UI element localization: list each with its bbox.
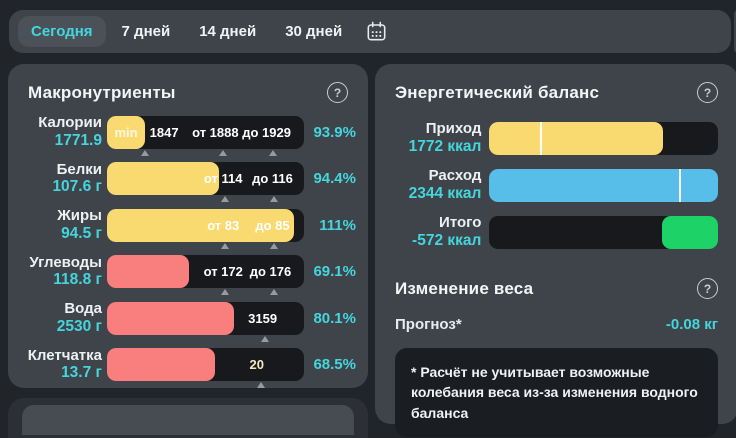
forecast-value: -0.08 кг xyxy=(665,316,718,333)
bar-marker: 1847 xyxy=(149,124,179,140)
next-panel-cutoff xyxy=(8,398,368,438)
macro-row-water: Вода 2530 г 3159 80.1% xyxy=(8,295,368,342)
marker-triangle-icon xyxy=(219,149,228,156)
bar-fill xyxy=(489,169,718,202)
macro-row-carbs: Углеводы 118.8 г от 172 до 176 69.1% xyxy=(8,249,368,296)
macro-label: Белки xyxy=(56,160,102,178)
energy-label: Приход xyxy=(425,120,482,138)
bar-fill: min xyxy=(107,115,146,149)
energy-balance-title: Энергетический баланс xyxy=(395,82,600,102)
macro-percent: 68.5% xyxy=(313,356,356,374)
bar-marker: до 176 xyxy=(249,264,292,280)
macro-label: Углеводы xyxy=(29,253,102,271)
forecast-label: Прогноз* xyxy=(395,316,462,333)
fats-progress-bar: от 83 до 85 xyxy=(107,208,304,249)
help-icon[interactable]: ? xyxy=(697,278,718,299)
energy-row-intake: Приход 1772 ккал xyxy=(395,115,718,162)
macro-label: Вода xyxy=(64,300,102,318)
macro-value: 1771.9 xyxy=(54,131,102,149)
calendar-button[interactable] xyxy=(363,19,389,45)
carbs-progress-bar: от 172 до 176 xyxy=(107,255,304,296)
macro-value: 13.7 г xyxy=(61,364,102,382)
tab-7-days[interactable]: 7 дней xyxy=(121,23,171,40)
macro-percent: 69.1% xyxy=(313,263,356,281)
marker-triangle-icon xyxy=(221,289,230,296)
bar-marker: от 1888 xyxy=(192,124,239,140)
fiber-progress-bar: 20 xyxy=(107,348,304,389)
macro-row-protein: Белки 107.6 г от 114 до 116 94.4% xyxy=(8,156,368,203)
macro-value: 107.6 г xyxy=(52,178,102,196)
marker-triangle-icon xyxy=(270,242,279,249)
intake-progress-bar xyxy=(489,122,718,155)
target-tick xyxy=(679,169,682,202)
bar-marker: до 1929 xyxy=(242,124,291,140)
marker-triangle-icon xyxy=(256,382,265,389)
bar-marker: 20 xyxy=(249,357,264,373)
bar-marker: от 83 xyxy=(207,217,240,233)
calories-progress-bar: min 1847 от 1888 до 1929 xyxy=(107,115,304,156)
calendar-icon xyxy=(367,21,386,41)
bar-marker: до 116 xyxy=(252,171,293,187)
bar-fill xyxy=(107,208,295,242)
marker-triangle-icon xyxy=(270,196,279,203)
next-widget-edge xyxy=(734,10,736,53)
marker-triangle-icon xyxy=(260,335,269,342)
energy-label: Итого xyxy=(439,214,482,232)
period-tabbar: Сегодня 7 дней 14 дней 30 дней xyxy=(9,10,731,53)
deficit-segment xyxy=(661,216,718,249)
total-progress-bar xyxy=(489,216,718,249)
tab-14-days[interactable]: 14 дней xyxy=(199,23,257,40)
macro-value: 2530 г xyxy=(56,317,102,335)
macro-percent: 111% xyxy=(319,216,356,234)
marker-triangle-icon xyxy=(270,289,279,296)
tab-30-days[interactable]: 30 дней xyxy=(285,23,343,40)
water-progress-bar: 3159 xyxy=(107,301,304,342)
macro-value: 118.8 г xyxy=(53,271,102,289)
energy-label: Расход xyxy=(428,167,482,185)
marker-triangle-icon xyxy=(141,149,150,156)
macro-row-calories: Калории 1771.9 min 1847 от 1888 до 1929 … xyxy=(8,109,368,156)
marker-triangle-icon xyxy=(221,242,230,249)
marker-triangle-icon xyxy=(269,149,278,156)
energy-row-total: Итого -572 ккал xyxy=(395,209,718,256)
macronutrients-panel: Макронутриенты ? Калории 1771.9 min 1847… xyxy=(8,64,368,389)
macro-label: Клетчатка xyxy=(27,346,102,364)
weight-change-title: Изменение веса xyxy=(395,278,534,298)
bar-marker: от 114 xyxy=(203,171,243,187)
energy-value: -572 ккал xyxy=(412,232,482,250)
bar-marker: 3159 xyxy=(248,310,278,326)
weight-note: * Расчёт не учитывает возможные колебани… xyxy=(395,348,718,437)
marker-triangle-icon xyxy=(221,196,230,203)
bar-marker: до 85 xyxy=(255,217,290,233)
bar-fill xyxy=(107,348,216,382)
forecast-row: Прогноз* -0.08 кг xyxy=(395,316,718,333)
macro-percent: 80.1% xyxy=(313,309,356,327)
macro-row-fiber: Клетчатка 13.7 г 20 68.5% xyxy=(8,342,368,389)
bar-fill xyxy=(107,162,220,196)
tab-today[interactable]: Сегодня xyxy=(18,16,106,47)
macronutrients-title: Макронутриенты xyxy=(28,82,176,102)
macro-row-fats: Жиры 94.5 г от 83 до 85 111% xyxy=(8,202,368,249)
macro-label: Калории xyxy=(38,114,102,132)
bar-fill xyxy=(107,255,189,289)
next-panel-inner-card xyxy=(22,405,354,435)
bar-marker: от 172 xyxy=(203,264,243,280)
macro-value: 94.5 г xyxy=(61,224,102,242)
energy-value: 2344 ккал xyxy=(408,185,482,203)
bar-fill xyxy=(489,122,664,155)
bar-fill xyxy=(107,301,235,335)
help-icon[interactable]: ? xyxy=(327,82,348,103)
energy-row-expenditure: Расход 2344 ккал xyxy=(395,162,718,209)
min-chip-label: min xyxy=(114,124,138,140)
energy-balance-panel: Энергетический баланс ? Приход 1772 ккал… xyxy=(375,64,736,437)
energy-value: 1772 ккал xyxy=(408,138,482,156)
macro-percent: 93.9% xyxy=(313,123,356,141)
macro-label: Жиры xyxy=(57,207,102,225)
target-tick xyxy=(539,122,542,155)
macro-percent: 94.4% xyxy=(313,170,356,188)
protein-progress-bar: от 114 до 116 xyxy=(107,162,304,203)
expenditure-progress-bar xyxy=(489,169,718,202)
help-icon[interactable]: ? xyxy=(697,82,718,103)
